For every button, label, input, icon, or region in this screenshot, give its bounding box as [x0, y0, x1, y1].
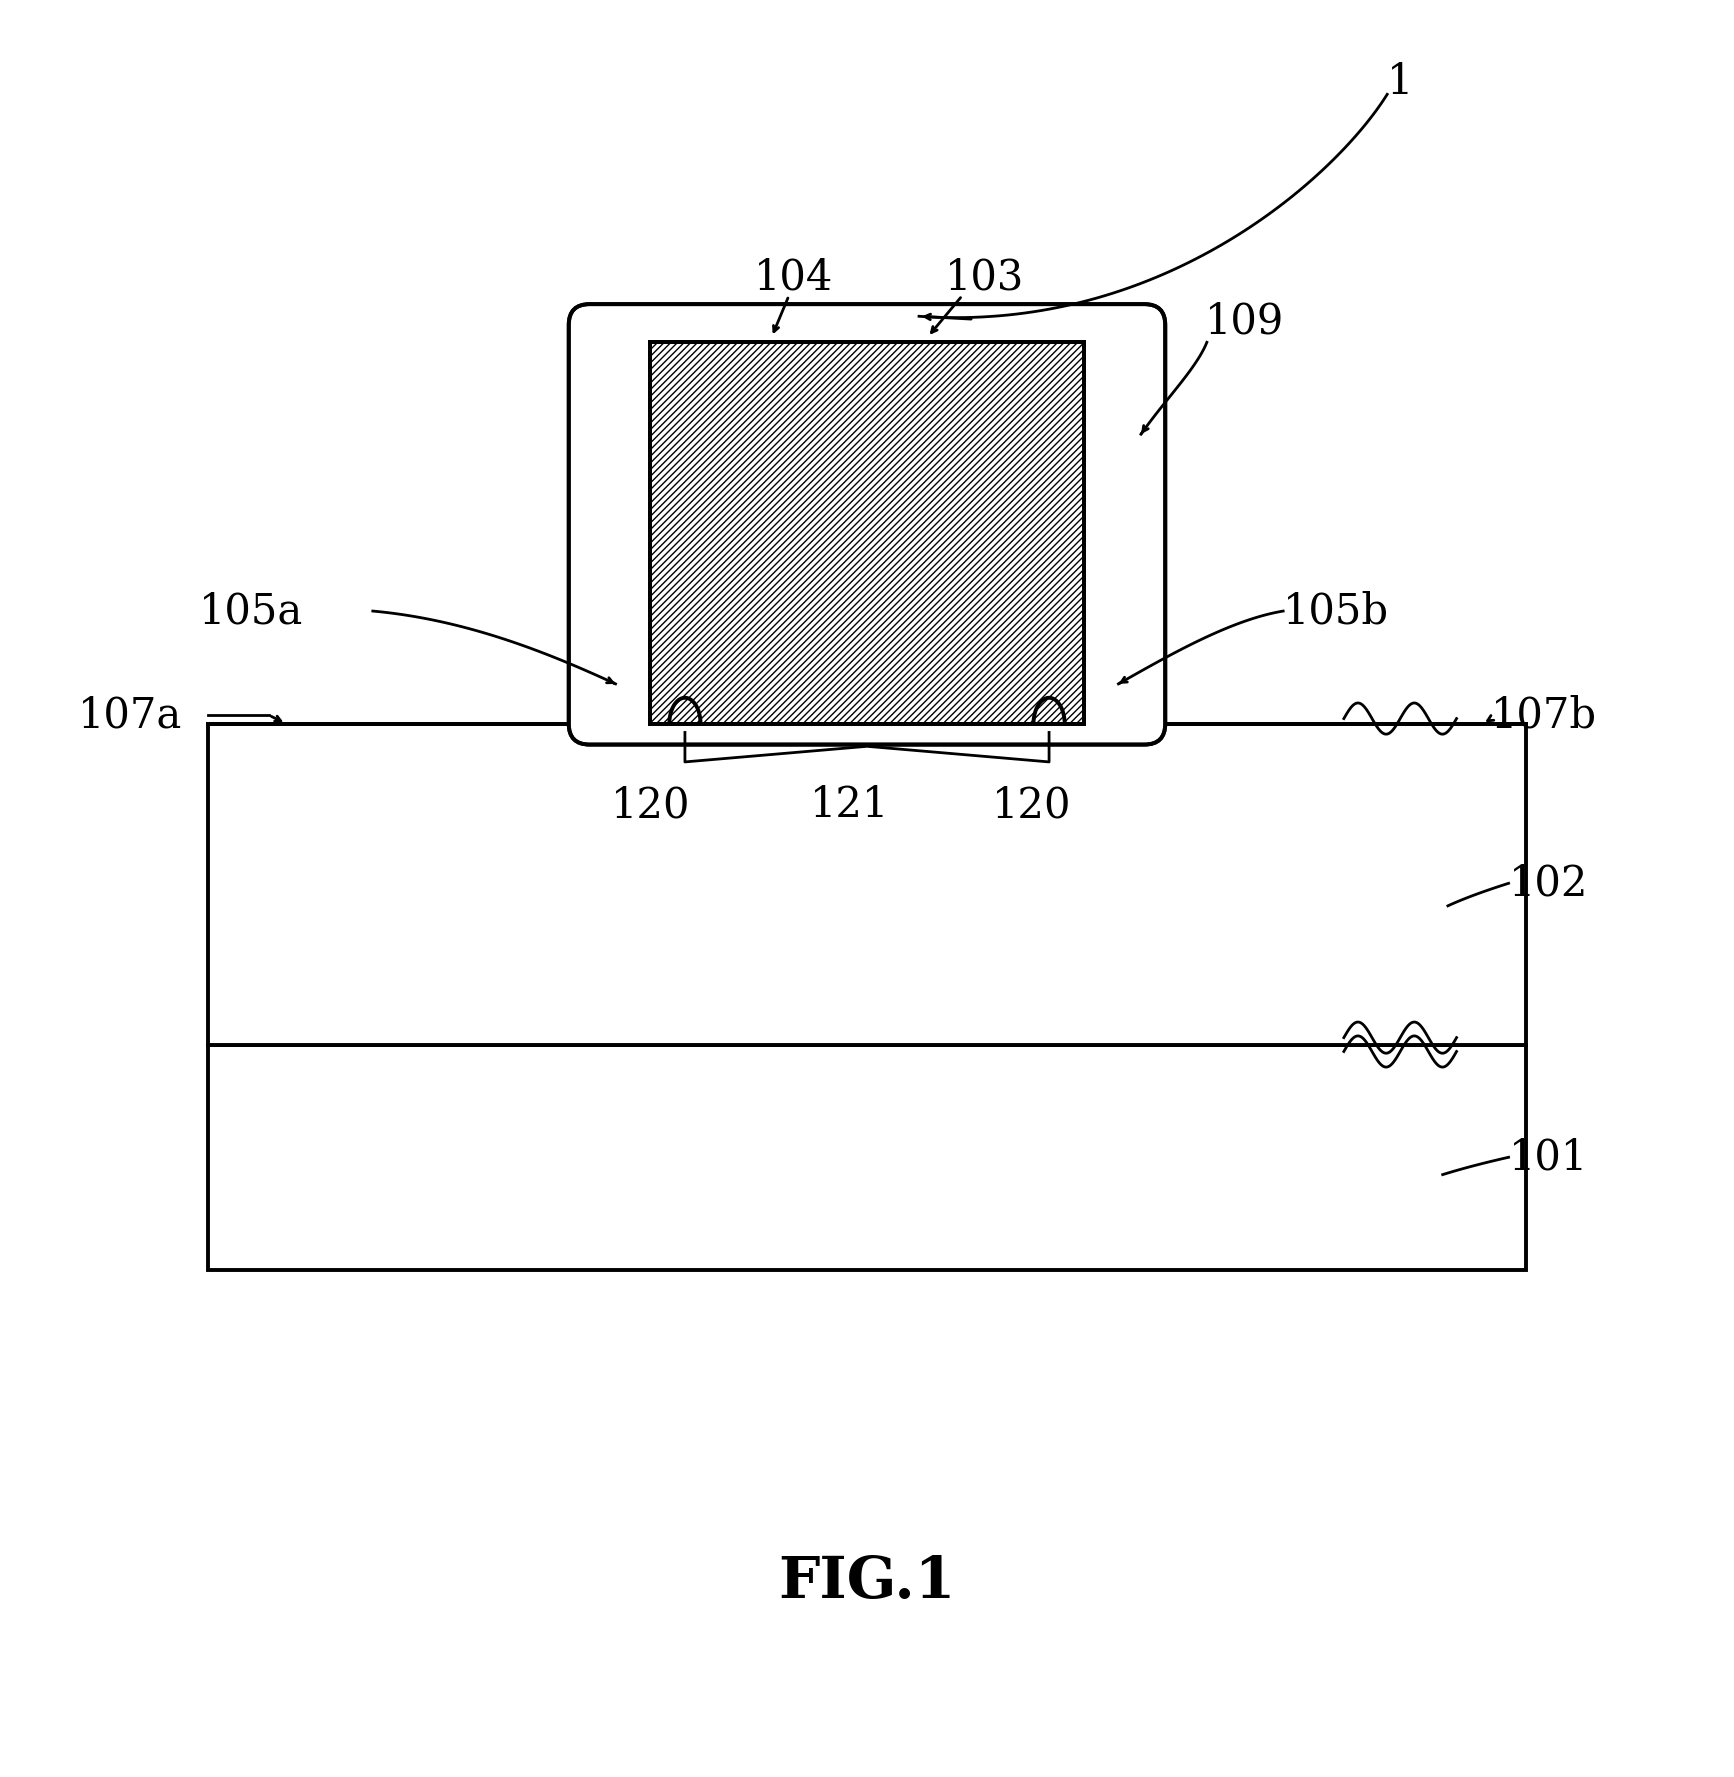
Text: 121: 121	[810, 784, 890, 826]
Text: 101: 101	[1509, 1136, 1588, 1178]
Text: FIG.1: FIG.1	[779, 1555, 955, 1610]
Text: 107b: 107b	[1491, 695, 1597, 736]
Text: 107a: 107a	[78, 695, 182, 736]
Bar	[650, 343, 1084, 723]
FancyBboxPatch shape	[569, 304, 1165, 745]
Text: 105b: 105b	[1283, 590, 1389, 633]
Text: 105a: 105a	[199, 590, 303, 633]
Bar	[208, 1045, 1526, 1271]
Text: 120: 120	[992, 784, 1072, 826]
Bar	[208, 723, 1526, 1045]
Bar	[650, 343, 1084, 723]
Text: 109: 109	[1205, 300, 1285, 343]
Text: 102: 102	[1509, 862, 1588, 904]
Text: 104: 104	[754, 258, 834, 299]
Text: 120: 120	[610, 784, 690, 826]
Text: 103: 103	[945, 258, 1025, 299]
Text: 1: 1	[1387, 60, 1413, 103]
